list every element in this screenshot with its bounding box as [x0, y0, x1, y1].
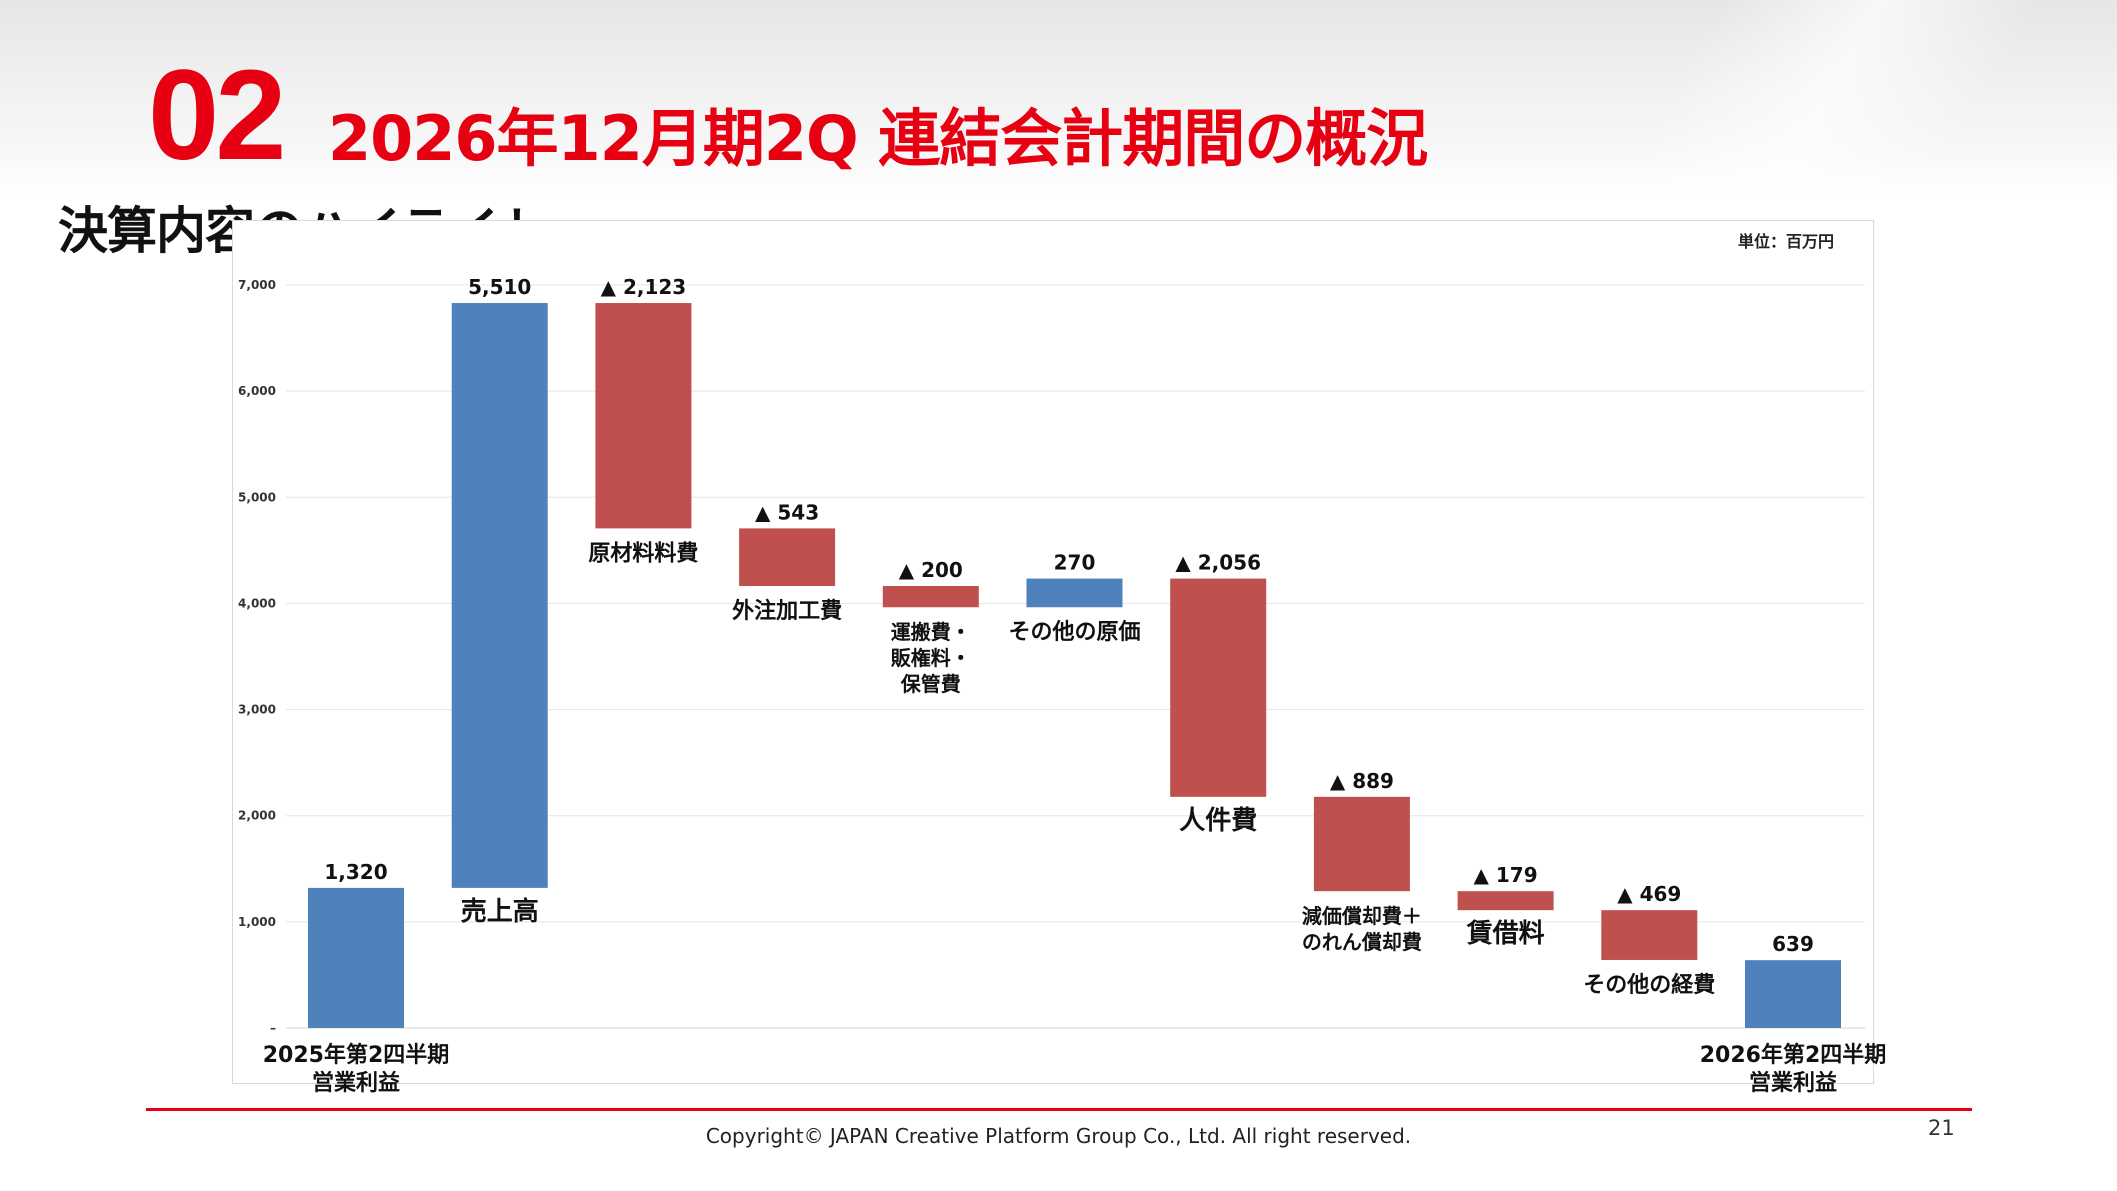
- y-tick-label: –: [270, 1021, 276, 1035]
- waterfall-bar: [1313, 796, 1410, 892]
- y-tick-label: 7,000: [238, 278, 276, 292]
- value-label: ▲ 469: [1617, 882, 1681, 906]
- waterfall-bar: [1745, 960, 1841, 1028]
- waterfall-bar: [739, 528, 836, 587]
- value-label: ▲ 179: [1474, 863, 1538, 887]
- y-tick-label: 6,000: [238, 384, 276, 398]
- category-label: 外注加工費: [732, 598, 842, 624]
- waterfall-bar: [1170, 578, 1267, 797]
- page-title: 2026年12月期2Q 連結会計期間の概況: [328, 102, 1428, 175]
- waterfall-bar: [308, 887, 404, 1028]
- value-label: ▲ 2,056: [1175, 551, 1261, 575]
- value-label: ▲ 543: [755, 500, 819, 524]
- waterfall-bar: [1457, 891, 1554, 911]
- category-label: 運搬費・: [891, 620, 971, 644]
- y-tick-label: 5,000: [238, 490, 276, 504]
- waterfall-bar: [1601, 910, 1698, 960]
- value-label: 270: [1054, 551, 1096, 575]
- category-label: 人件費: [1179, 806, 1257, 836]
- y-tick-label: 2,000: [238, 809, 276, 823]
- y-tick-label: 1,000: [238, 915, 276, 929]
- category-label: 2026年第2四半期: [1700, 1042, 1887, 1068]
- waterfall-bar: [595, 303, 692, 529]
- unit-label: 単位：百万円: [1738, 232, 1835, 251]
- category-label: 原材料料費: [588, 541, 698, 566]
- waterfall-bar: [882, 586, 979, 608]
- y-tick-label: 3,000: [238, 703, 276, 717]
- category-label: 2025年第2四半期: [263, 1042, 450, 1068]
- header-stripe: [1597, 0, 2117, 196]
- category-label: 営業利益: [312, 1070, 400, 1096]
- value-label: 1,320: [324, 860, 387, 884]
- value-label: ▲ 889: [1330, 769, 1394, 793]
- category-label: 賃借料: [1466, 919, 1545, 949]
- waterfall-bar: [1026, 578, 1123, 608]
- category-label: のれん償却費: [1302, 930, 1422, 954]
- copyright: Copyright© JAPAN Creative Platform Group…: [705, 1124, 1412, 1148]
- y-tick-label: 4,000: [238, 596, 276, 610]
- category-label: 保管費: [900, 672, 961, 696]
- category-label: 減価償却費＋: [1302, 904, 1422, 928]
- value-label: ▲ 200: [899, 558, 963, 582]
- value-label: 639: [1772, 932, 1814, 956]
- value-label: 5,510: [468, 275, 531, 299]
- section-number: 02: [148, 44, 286, 187]
- category-label: その他の経費: [1583, 972, 1715, 998]
- category-label: 営業利益: [1749, 1070, 1837, 1096]
- category-label: 売上高: [461, 896, 539, 927]
- header-band: [0, 0, 2117, 196]
- category-label: 販権料・: [891, 646, 971, 670]
- waterfall-bar: [451, 303, 548, 888]
- page-number: 21: [1928, 1116, 1955, 1140]
- value-label: ▲ 2,123: [601, 275, 687, 299]
- footer-line: [146, 1108, 1972, 1111]
- category-label: その他の原価: [1008, 620, 1140, 645]
